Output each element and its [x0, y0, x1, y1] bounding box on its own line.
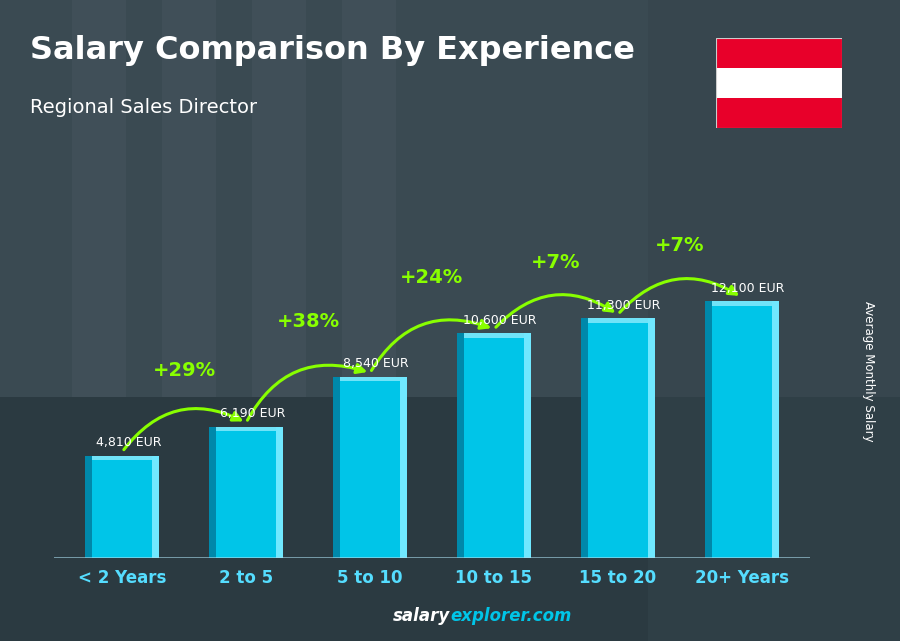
Bar [705, 301, 712, 558]
Bar [340, 377, 400, 558]
Text: Salary Comparison By Experience: Salary Comparison By Experience [30, 35, 634, 65]
Bar [0, 0, 900, 397]
Bar [712, 301, 771, 558]
Text: 8,540 EUR: 8,540 EUR [344, 357, 409, 370]
Bar [464, 333, 524, 558]
Text: explorer.com: explorer.com [450, 607, 572, 625]
Text: Regional Sales Director: Regional Sales Director [30, 98, 256, 117]
Bar [580, 318, 589, 558]
Text: +7%: +7% [531, 253, 580, 272]
Text: 4,810 EUR: 4,810 EUR [95, 437, 161, 449]
Bar [85, 456, 93, 558]
Bar [93, 456, 152, 460]
Text: +7%: +7% [655, 236, 705, 255]
Bar [209, 426, 216, 558]
Bar [162, 0, 216, 397]
Bar [93, 456, 152, 558]
Text: +24%: +24% [400, 268, 464, 287]
Bar [648, 0, 900, 641]
Bar [400, 377, 407, 558]
Bar [342, 0, 396, 397]
Bar [589, 318, 648, 323]
Text: 12,100 EUR: 12,100 EUR [711, 282, 785, 295]
Text: 10,600 EUR: 10,600 EUR [464, 313, 537, 327]
Bar [716, 69, 842, 98]
Bar [648, 318, 655, 558]
Bar [712, 301, 771, 306]
Bar [716, 98, 842, 128]
Bar [216, 426, 275, 558]
Text: +29%: +29% [153, 362, 216, 380]
Text: 11,300 EUR: 11,300 EUR [588, 299, 661, 312]
Bar [72, 0, 126, 397]
Bar [716, 38, 842, 69]
Bar [152, 456, 159, 558]
Text: Average Monthly Salary: Average Monthly Salary [862, 301, 875, 442]
Text: 6,190 EUR: 6,190 EUR [220, 407, 285, 420]
Bar [589, 318, 648, 558]
Text: +38%: +38% [276, 312, 339, 331]
Bar [464, 333, 524, 338]
Bar [275, 426, 284, 558]
Bar [216, 426, 275, 431]
Bar [340, 377, 400, 381]
Bar [524, 333, 531, 558]
Bar [457, 333, 464, 558]
Bar [771, 301, 779, 558]
Bar [333, 377, 340, 558]
Bar [252, 0, 306, 397]
Text: salary: salary [392, 607, 450, 625]
Bar [0, 397, 900, 641]
